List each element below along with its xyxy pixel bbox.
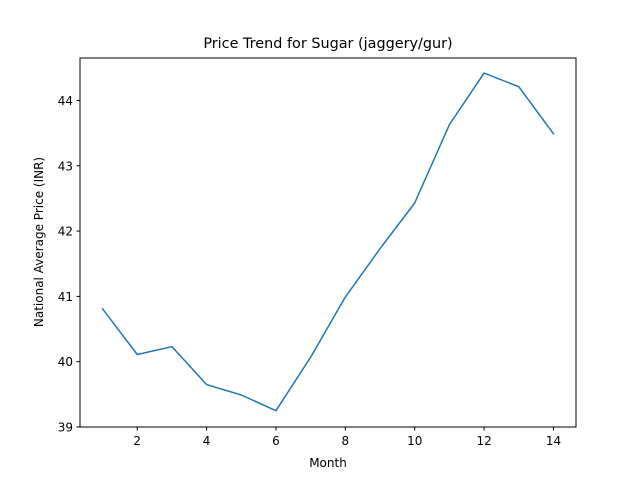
x-tick-label: 10 bbox=[407, 434, 422, 448]
y-tick-label: 40 bbox=[58, 355, 73, 369]
x-tick-label: 2 bbox=[133, 434, 141, 448]
y-axis: 39 40 41 42 43 44 bbox=[58, 94, 80, 435]
x-tick-label: 8 bbox=[342, 434, 350, 448]
y-tick-label: 42 bbox=[58, 225, 73, 239]
series-layer bbox=[101, 72, 555, 412]
x-axis: 2 4 6 8 10 12 14 bbox=[133, 427, 561, 448]
x-tick-label: 14 bbox=[546, 434, 561, 448]
y-tick-label: 44 bbox=[58, 94, 73, 108]
x-axis-label: Month bbox=[309, 456, 347, 470]
y-axis-label: National Average Price (INR) bbox=[32, 157, 46, 327]
y-tick-label: 39 bbox=[58, 421, 73, 435]
x-tick-label: 12 bbox=[476, 434, 491, 448]
y-tick-label: 41 bbox=[58, 290, 73, 304]
plot-frame bbox=[79, 57, 577, 428]
y-tick-label: 43 bbox=[58, 159, 73, 173]
series-line bbox=[101, 72, 555, 412]
plot-area: 2 4 6 8 10 12 14 39 40 41 42 43 44 bbox=[58, 57, 577, 448]
chart-title: Price Trend for Sugar (jaggery/gur) bbox=[203, 36, 452, 52]
x-tick-label: 6 bbox=[272, 434, 280, 448]
x-tick-label: 4 bbox=[203, 434, 211, 448]
